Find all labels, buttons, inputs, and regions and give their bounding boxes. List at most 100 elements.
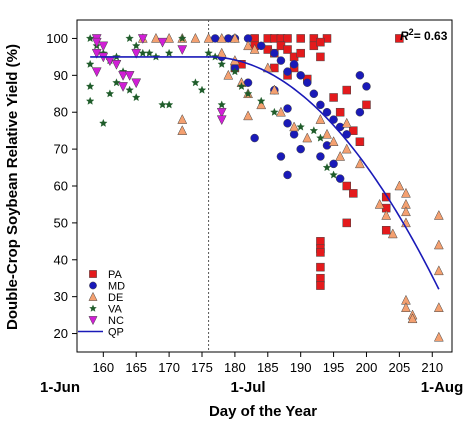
point-de: [190, 32, 201, 43]
x-tick-label: 185: [257, 360, 279, 375]
point-va: [204, 48, 213, 57]
point-md: [362, 82, 371, 91]
point-nc: [91, 67, 102, 78]
point-de: [341, 117, 352, 128]
point-va: [85, 34, 95, 42]
point-va: [85, 59, 95, 68]
point-md: [283, 104, 292, 113]
y-tick-label: 60: [54, 179, 68, 194]
point-de: [177, 125, 188, 135]
point-de: [249, 43, 260, 54]
point-md: [250, 133, 259, 143]
point-pa: [316, 248, 325, 257]
point-pa: [362, 100, 371, 110]
point-de: [341, 143, 352, 154]
point-de: [381, 209, 392, 220]
point-va: [132, 41, 141, 50]
point-nc: [137, 34, 148, 45]
point-de: [394, 180, 405, 191]
y-tick-label: 100: [46, 31, 68, 46]
point-va: [125, 34, 134, 42]
point-nc: [131, 78, 142, 89]
point-pa: [395, 34, 404, 43]
point-md: [296, 144, 305, 154]
point-md: [283, 170, 292, 180]
point-md: [289, 60, 299, 69]
point-va: [178, 34, 187, 42]
r-squared-label: R2= 0.63: [400, 27, 448, 43]
point-md: [283, 119, 292, 128]
point-md: [355, 71, 365, 80]
point-pa: [316, 273, 325, 283]
point-pa: [283, 34, 292, 43]
y-tick-label: 20: [54, 326, 68, 341]
point-md: [276, 152, 286, 161]
point-md: [316, 100, 325, 110]
point-de: [243, 40, 253, 51]
point-va: [243, 89, 253, 98]
x-tick-label: 165: [125, 360, 147, 375]
point-de: [433, 302, 444, 312]
point-pa: [316, 237, 325, 246]
point-pa: [296, 34, 305, 43]
y-tick-label: 90: [54, 68, 68, 83]
point-va: [237, 82, 246, 90]
data-markers: [85, 32, 444, 342]
x-tick-label: 205: [389, 360, 411, 375]
fit-curve: [90, 56, 440, 290]
point-md: [303, 78, 312, 87]
point-va: [309, 126, 319, 135]
x-tick-label: 190: [290, 360, 312, 375]
point-md: [316, 152, 325, 161]
point-pa: [342, 181, 351, 191]
point-nc: [177, 45, 188, 56]
point-pa: [342, 85, 351, 95]
point-de: [433, 265, 444, 276]
x-tick-label: 195: [323, 360, 345, 375]
point-nc: [131, 48, 142, 59]
point-pa: [381, 226, 391, 235]
y-tick-label: 50: [54, 215, 68, 230]
point-va: [191, 78, 200, 87]
legend-label-va: VA: [108, 304, 123, 316]
point-va: [99, 118, 108, 127]
point-pa: [342, 218, 351, 228]
point-de: [223, 69, 234, 80]
point-de: [177, 114, 188, 124]
point-pa: [329, 93, 338, 102]
point-va: [125, 85, 134, 94]
plot-area: [76, 19, 453, 353]
point-pa: [316, 37, 325, 47]
point-de: [203, 32, 214, 43]
point-de: [433, 331, 444, 342]
point-pa: [316, 281, 325, 290]
x-tick-label: 200: [356, 360, 378, 375]
point-va: [217, 100, 226, 109]
point-va: [85, 82, 95, 90]
point-va: [230, 67, 240, 76]
point-de: [387, 228, 398, 239]
point-md: [329, 159, 338, 169]
point-pa: [349, 126, 358, 135]
point-md: [283, 67, 292, 76]
point-va: [145, 48, 154, 57]
point-va: [132, 93, 141, 102]
point-nc: [157, 37, 168, 48]
point-de: [374, 198, 385, 209]
date-label: 1-Jul: [231, 379, 266, 396]
point-va: [105, 89, 115, 98]
point-de: [407, 313, 418, 324]
point-pa: [283, 45, 292, 54]
point-md: [329, 115, 338, 124]
point-va: [322, 163, 332, 172]
x-tick-label: 175: [191, 360, 213, 375]
point-md: [335, 174, 345, 183]
point-de: [276, 106, 286, 117]
point-nc: [124, 71, 135, 81]
point-de: [302, 132, 313, 143]
point-de: [322, 128, 332, 139]
point-de: [328, 136, 339, 146]
point-va: [329, 170, 338, 179]
legend-label-de: DE: [108, 292, 123, 304]
legend-label-nc: NC: [108, 315, 124, 327]
